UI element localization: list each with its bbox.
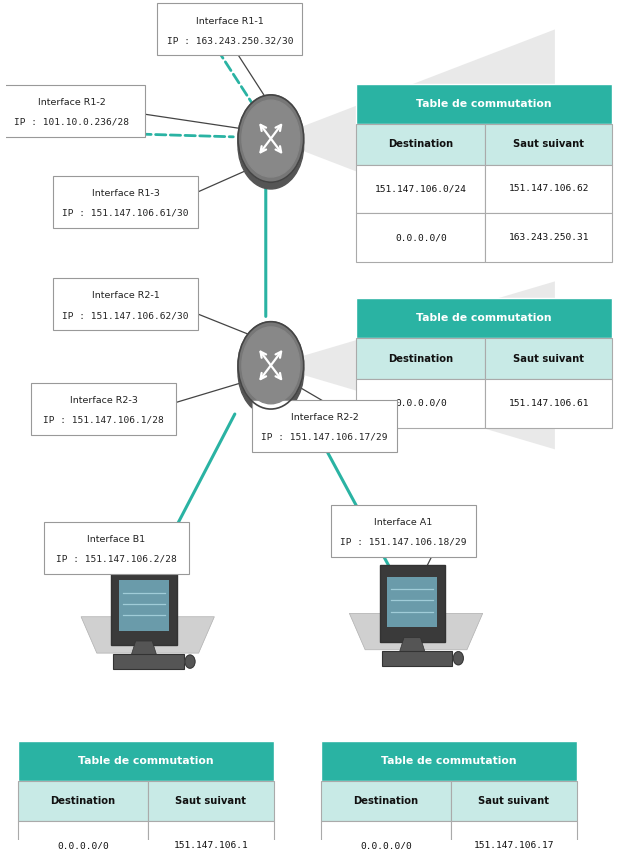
Text: Interface B1: Interface B1	[87, 535, 145, 544]
FancyBboxPatch shape	[43, 521, 189, 574]
FancyBboxPatch shape	[321, 781, 451, 822]
Polygon shape	[271, 30, 555, 248]
FancyBboxPatch shape	[356, 213, 485, 262]
FancyBboxPatch shape	[485, 339, 612, 379]
Circle shape	[238, 95, 304, 183]
Text: IP : 151.147.106.17/29: IP : 151.147.106.17/29	[261, 433, 388, 441]
Circle shape	[242, 100, 300, 177]
FancyBboxPatch shape	[380, 565, 445, 642]
FancyBboxPatch shape	[387, 576, 437, 627]
FancyBboxPatch shape	[356, 379, 485, 428]
FancyBboxPatch shape	[356, 124, 485, 165]
Text: Interface R2-2: Interface R2-2	[290, 413, 359, 422]
Text: Destination: Destination	[388, 139, 454, 149]
FancyBboxPatch shape	[252, 400, 397, 452]
FancyBboxPatch shape	[113, 654, 183, 669]
FancyBboxPatch shape	[148, 822, 274, 849]
FancyBboxPatch shape	[0, 85, 145, 137]
FancyBboxPatch shape	[18, 822, 148, 849]
Polygon shape	[131, 641, 157, 656]
FancyBboxPatch shape	[31, 383, 176, 435]
Circle shape	[238, 329, 304, 416]
FancyBboxPatch shape	[157, 3, 303, 55]
FancyBboxPatch shape	[451, 781, 577, 822]
Text: Table de commutation: Table de commutation	[416, 313, 552, 323]
Circle shape	[238, 102, 304, 189]
FancyBboxPatch shape	[485, 124, 612, 165]
FancyBboxPatch shape	[382, 650, 452, 666]
Text: 151.147.106.17: 151.147.106.17	[474, 841, 554, 849]
Text: Saut suivant: Saut suivant	[513, 354, 584, 363]
FancyBboxPatch shape	[111, 568, 176, 645]
FancyBboxPatch shape	[485, 165, 612, 213]
Text: 151.147.106.61: 151.147.106.61	[508, 399, 589, 408]
Polygon shape	[271, 281, 555, 449]
Text: Saut suivant: Saut suivant	[175, 796, 247, 807]
Text: 151.147.106.62: 151.147.106.62	[508, 184, 589, 194]
FancyBboxPatch shape	[321, 822, 451, 849]
Text: Table de commutation: Table de commutation	[78, 756, 214, 766]
FancyBboxPatch shape	[321, 741, 577, 781]
Text: 0.0.0.0/0: 0.0.0.0/0	[395, 233, 447, 242]
Text: IP : 151.147.106.62/30: IP : 151.147.106.62/30	[62, 311, 189, 320]
Text: IP : 151.147.106.1/28: IP : 151.147.106.1/28	[43, 416, 164, 425]
Text: IP : 163.243.250.32/30: IP : 163.243.250.32/30	[166, 37, 293, 45]
Text: 0.0.0.0/0: 0.0.0.0/0	[360, 841, 412, 849]
FancyBboxPatch shape	[53, 278, 198, 330]
FancyBboxPatch shape	[53, 176, 198, 228]
Text: Table de commutation: Table de commutation	[382, 756, 517, 766]
Text: Saut suivant: Saut suivant	[513, 139, 584, 149]
Text: IP : 151.147.106.2/28: IP : 151.147.106.2/28	[56, 554, 176, 564]
FancyBboxPatch shape	[451, 822, 577, 849]
FancyBboxPatch shape	[356, 298, 612, 339]
Polygon shape	[349, 613, 483, 649]
Polygon shape	[399, 638, 426, 653]
FancyBboxPatch shape	[485, 379, 612, 428]
Text: IP : 151.147.106.61/30: IP : 151.147.106.61/30	[62, 209, 189, 217]
Text: Interface R2-3: Interface R2-3	[69, 396, 138, 405]
FancyBboxPatch shape	[18, 781, 148, 822]
Text: IP : 151.147.106.18/29: IP : 151.147.106.18/29	[340, 537, 467, 547]
Text: Interface R1-1: Interface R1-1	[196, 17, 264, 25]
Text: 0.0.0.0/0: 0.0.0.0/0	[57, 841, 109, 849]
FancyBboxPatch shape	[331, 505, 476, 557]
Text: Saut suivant: Saut suivant	[478, 796, 549, 807]
Text: Interface A1: Interface A1	[375, 518, 433, 527]
FancyBboxPatch shape	[356, 165, 485, 213]
Circle shape	[454, 652, 463, 665]
FancyBboxPatch shape	[148, 781, 274, 822]
FancyBboxPatch shape	[18, 741, 274, 781]
Circle shape	[242, 327, 300, 404]
Text: Table de commutation: Table de commutation	[416, 99, 552, 110]
Text: 0.0.0.0/0: 0.0.0.0/0	[395, 399, 447, 408]
FancyBboxPatch shape	[119, 580, 169, 631]
Text: Interface R2-1: Interface R2-1	[92, 291, 159, 301]
Circle shape	[238, 322, 304, 409]
Circle shape	[185, 655, 195, 668]
Text: Interface R1-2: Interface R1-2	[38, 98, 106, 107]
Text: 151.147.106.1: 151.147.106.1	[173, 841, 248, 849]
Text: Destination: Destination	[388, 354, 454, 363]
Text: IP : 101.10.0.236/28: IP : 101.10.0.236/28	[15, 118, 129, 127]
Text: Destination: Destination	[354, 796, 419, 807]
Text: 151.147.106.0/24: 151.147.106.0/24	[375, 184, 467, 194]
Text: 163.243.250.31: 163.243.250.31	[508, 233, 589, 242]
FancyBboxPatch shape	[485, 213, 612, 262]
FancyBboxPatch shape	[356, 84, 612, 124]
Polygon shape	[81, 616, 215, 653]
Text: Destination: Destination	[50, 796, 115, 807]
FancyBboxPatch shape	[356, 339, 485, 379]
Text: Interface R1-3: Interface R1-3	[92, 188, 159, 198]
